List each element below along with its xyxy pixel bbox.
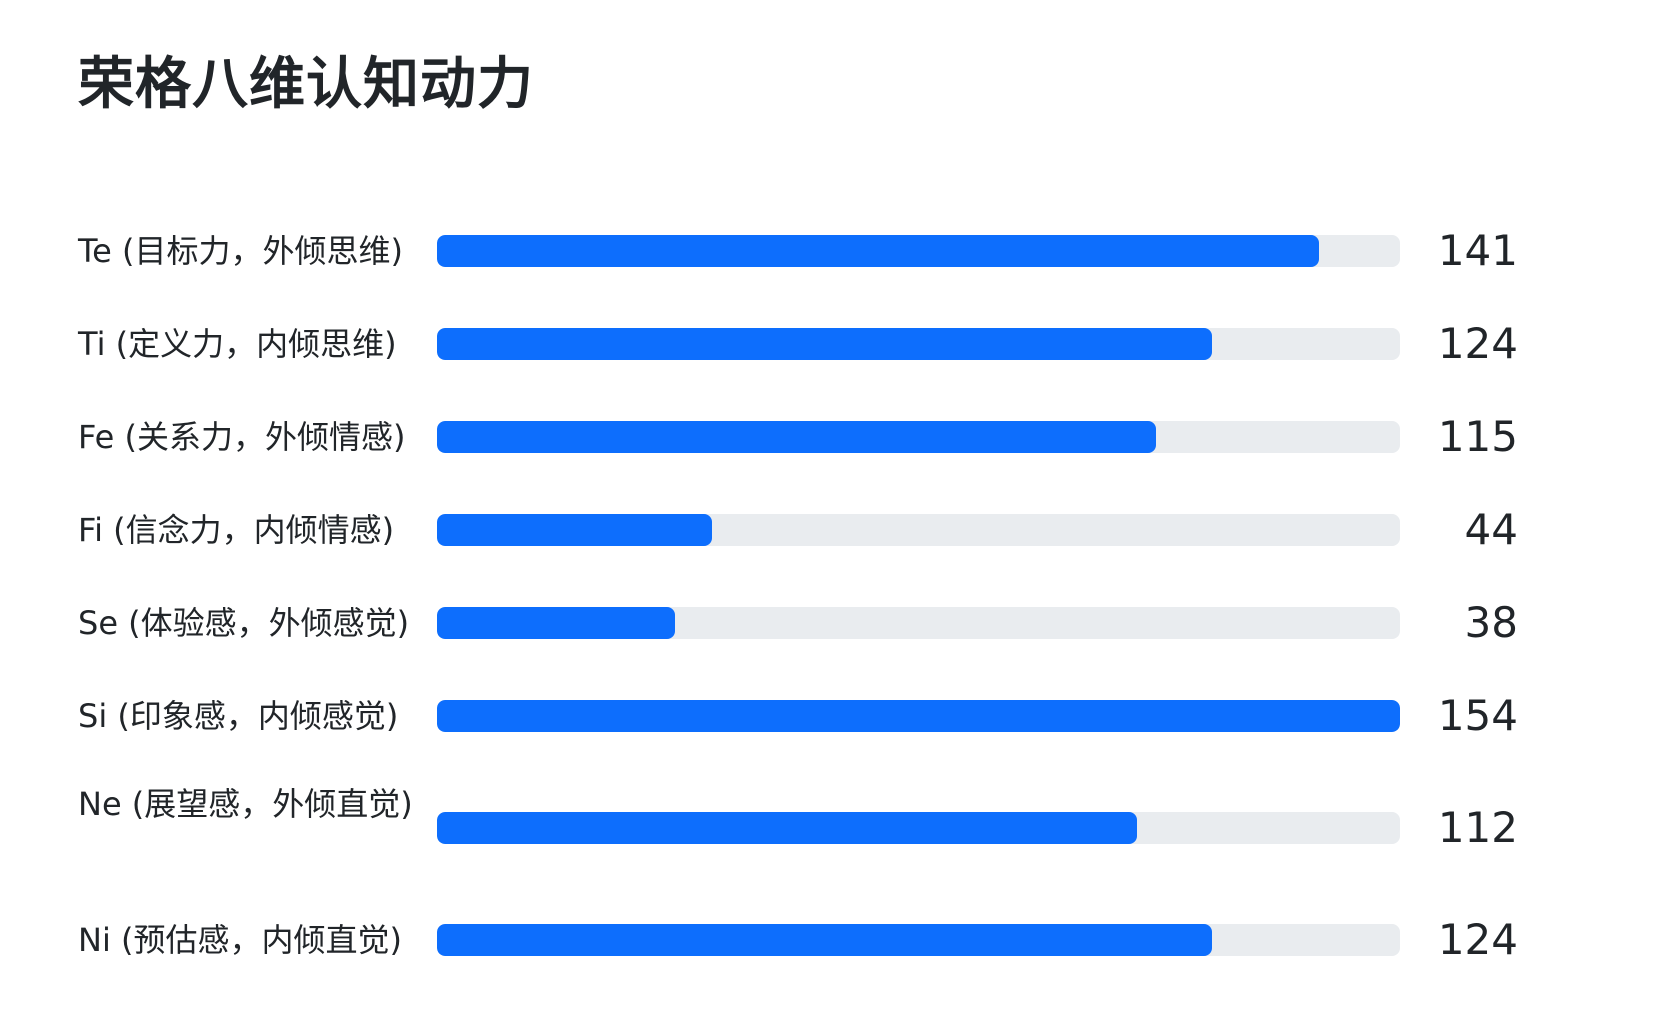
bar-track [437,812,1400,844]
bar [437,421,1157,453]
bar [437,514,713,546]
bar-track [437,924,1400,956]
bar-label: Ne (展望感，外倾直觉) [78,785,413,823]
bar-value-label: 124 [1437,319,1518,368]
bar-value-label: 112 [1437,803,1518,852]
bar-track [437,700,1400,732]
bar [437,700,1400,732]
bar [437,812,1138,844]
bar-label: Se (体验感，外倾感觉) [78,604,410,642]
bar-track [437,421,1400,453]
bar-track [437,514,1400,546]
bar-value-label: 154 [1437,691,1518,740]
bar-value-label: 44 [1464,505,1518,554]
bar-value-label: 141 [1437,226,1518,275]
bar-label: Ti (定义力，内倾思维) [78,325,397,363]
chart-title: 荣格八维认知动力 [78,52,534,117]
bar [437,328,1213,360]
bar-track [437,328,1400,360]
bar [437,924,1213,956]
bar-label: Te (目标力，外倾思维) [78,232,403,270]
bar [437,235,1319,267]
bar-label: Ni (预估感，内倾直觉) [78,921,402,959]
bar [437,607,675,639]
bar-label: Fi (信念力，内倾情感) [78,511,395,549]
bar-label: Fe (关系力，外倾情感) [78,418,406,456]
bar-track [437,235,1400,267]
bar-value-label: 124 [1437,915,1518,964]
bar-label: Si (印象感，内倾感觉) [78,697,399,735]
bar-track [437,607,1400,639]
bar-value-label: 38 [1464,598,1518,647]
bar-value-label: 115 [1437,412,1518,461]
